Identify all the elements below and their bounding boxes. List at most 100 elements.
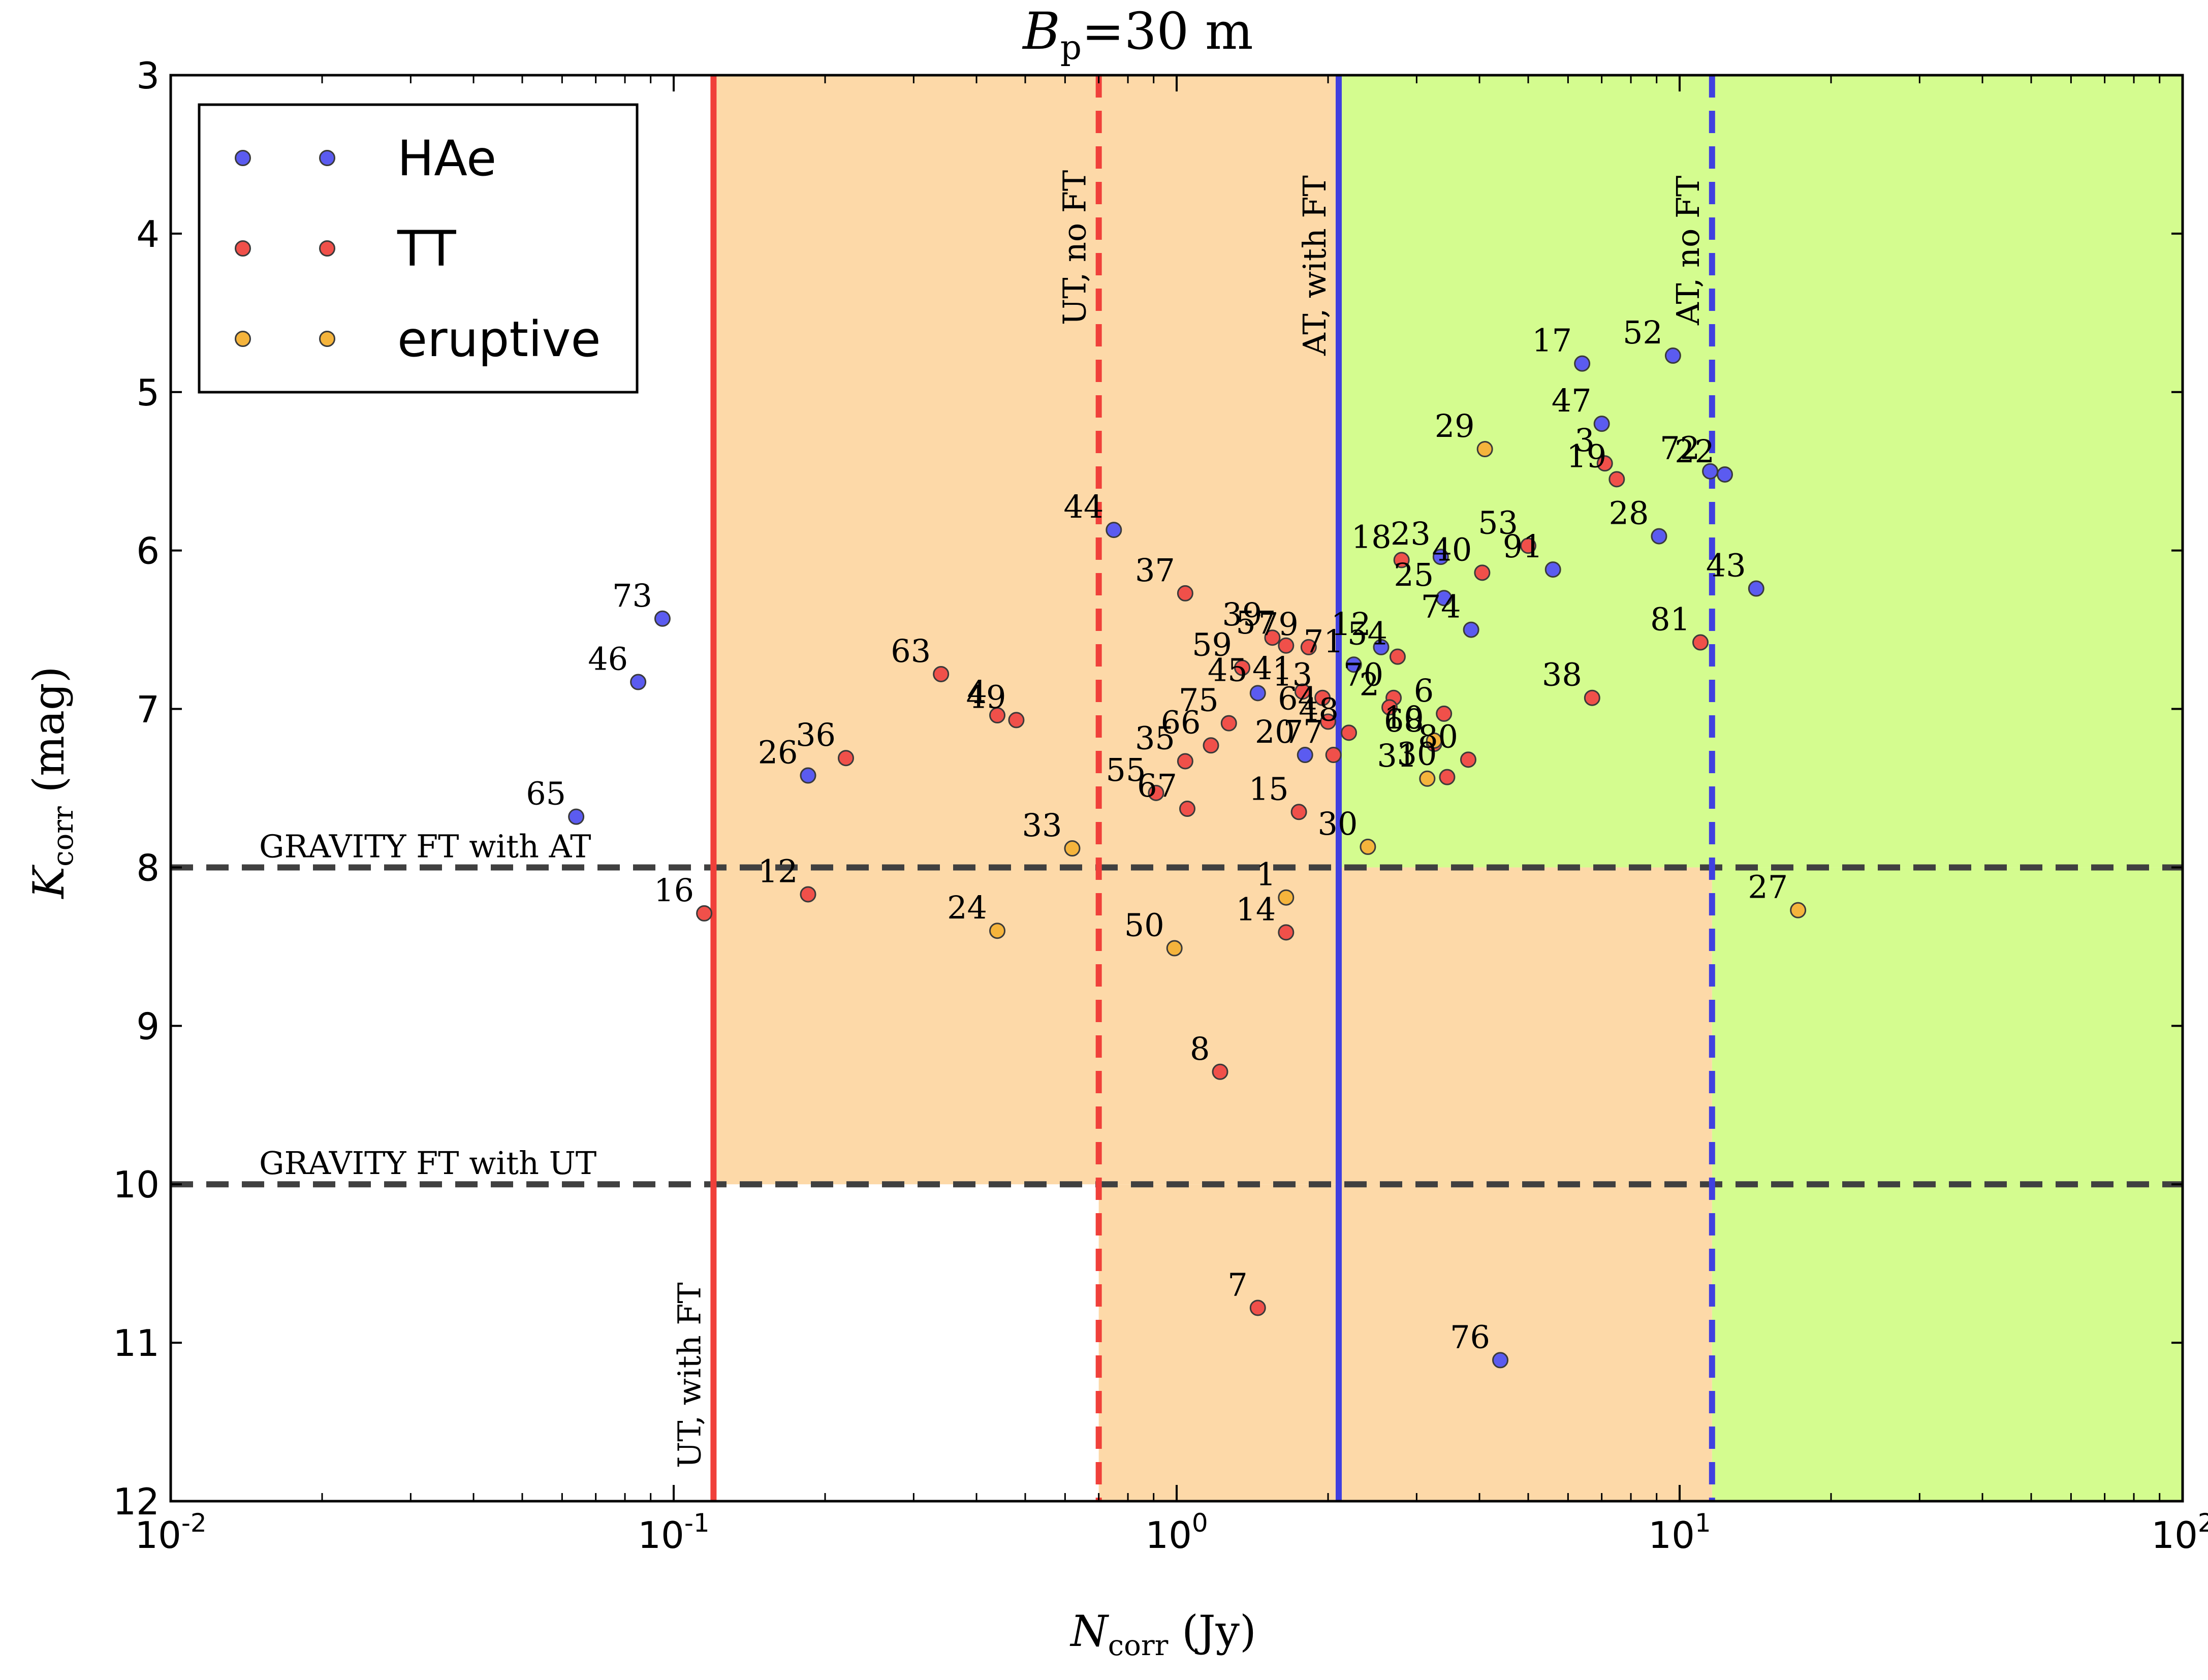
point-label-tt-41: 41: [1252, 650, 1292, 687]
point-label-tt-15: 15: [1249, 770, 1289, 807]
y-tick-label-10: 10: [113, 1163, 160, 1206]
point-label-hae-74: 74: [1421, 588, 1461, 625]
point-label-tt-6: 6: [1414, 672, 1434, 709]
region-orange-1: [713, 75, 1339, 1185]
point-label-hae-26: 26: [758, 734, 798, 771]
point-label-tt-57: 57: [1236, 604, 1276, 641]
x-tick-label--2: 10-2: [135, 1508, 206, 1557]
legend-marker-eruptive-b: [319, 331, 335, 347]
point-hae-23: [1432, 549, 1449, 565]
point-label-hae-65: 65: [526, 775, 566, 812]
point-label-eruptive-31: 31: [1377, 737, 1417, 774]
point-label-tt-39: 39: [1222, 596, 1263, 633]
point-label-tt-2: 2: [1360, 665, 1379, 703]
point-label-eruptive-24: 24: [947, 889, 987, 926]
point-label-eruptive-10: 10: [1384, 699, 1424, 736]
legend-marker-hae-a: [235, 150, 251, 166]
point-tt-30: [1439, 769, 1456, 785]
point-hae-22: [1717, 466, 1733, 483]
point-tt-18: [1393, 552, 1410, 568]
point-label-eruptive-50: 50: [1124, 907, 1164, 944]
point-label-hae-73: 73: [612, 577, 652, 614]
point-label-hae-22: 22: [1675, 433, 1715, 470]
point-label-tt-36: 36: [796, 716, 836, 753]
point-tt-36: [837, 750, 854, 767]
title-variable: B: [1022, 2, 1060, 61]
point-hae-20: [1297, 747, 1313, 764]
point-label-tt-77: 77: [1283, 713, 1323, 750]
point-eruptive-27: [1790, 902, 1807, 918]
point-label-tt-75: 75: [1179, 682, 1219, 719]
x-axis-label-subscript: corr: [1108, 1629, 1169, 1662]
point-tt-55: [1148, 784, 1164, 801]
point-label-hae-76: 76: [1450, 1318, 1490, 1355]
hline-label-ut: GRAVITY FT with UT: [259, 1145, 596, 1182]
point-hae-91: [1544, 561, 1561, 578]
point-tt-2: [1381, 699, 1398, 716]
x-tick-label-0: 100: [1145, 1508, 1208, 1557]
legend-label-eruptive: eruptive: [397, 311, 601, 368]
point-hae-43: [1748, 580, 1764, 597]
vline-label-at-no-ft: AT, no FT: [1669, 176, 1707, 326]
x-axis-label-rest: (Jy): [1168, 1606, 1256, 1656]
vline-label-ut-no-ft: UT, no FT: [1056, 170, 1093, 325]
reference-lines: [171, 75, 2183, 1501]
point-tt-48: [1340, 724, 1357, 741]
point-hae-25: [1436, 590, 1453, 607]
point-hae-17: [1574, 355, 1591, 372]
point-label-hae-44: 44: [1063, 488, 1103, 525]
point-tt-35: [1177, 753, 1193, 770]
point-label-hae-47: 47: [1552, 382, 1592, 419]
point-tt-77: [1325, 747, 1342, 764]
point-label-tt-53: 53: [1478, 504, 1518, 541]
point-label-tt-8: 8: [1190, 1030, 1210, 1067]
point-label-hae-43: 43: [1706, 547, 1746, 584]
point-label-tt-40: 40: [1432, 531, 1472, 568]
point-hae-45: [1249, 685, 1266, 702]
point-label-tt-67: 67: [1137, 767, 1177, 804]
point-hae-71: [1345, 656, 1362, 673]
y-axis-label: Kcorr (mag): [24, 666, 80, 899]
point-label-tt-79: 79: [1258, 606, 1299, 643]
y-axis-label-subscript: corr: [47, 806, 80, 867]
point-tt-53: [1520, 537, 1536, 554]
point-tt-64: [1320, 713, 1337, 730]
point-tt-37: [1177, 585, 1193, 601]
point-hae-26: [800, 767, 816, 784]
point-label-tt-70: 70: [1343, 656, 1383, 693]
point-label-tt-64: 64: [1278, 680, 1318, 717]
legend-marker-tt-a: [235, 240, 251, 257]
point-eruptive-30: [1360, 838, 1376, 855]
point-label-tt-14: 14: [1236, 891, 1276, 928]
point-hae-47: [1593, 416, 1610, 432]
point-tt-13: [1314, 689, 1331, 706]
point-label-tt-37: 37: [1135, 552, 1175, 589]
point-tt-75: [1220, 715, 1237, 732]
point-tt-57: [1278, 637, 1295, 654]
point-label-tt-48: 48: [1299, 691, 1339, 728]
point-label-eruptive-29: 29: [1435, 407, 1475, 445]
title-rest: =30 m: [1082, 2, 1253, 61]
point-eruptive-1: [1278, 889, 1295, 906]
y-tick-label-3: 3: [136, 54, 160, 97]
legend-marker-tt-b: [319, 240, 335, 257]
point-eruptive-29: [1476, 441, 1493, 458]
point-label-tt-49: 49: [966, 678, 1006, 715]
point-label-tt-30: 30: [1397, 736, 1437, 773]
point-label-tt-38: 38: [1542, 656, 1582, 693]
point-hae-52: [1664, 347, 1681, 364]
y-tick-label-4: 4: [136, 213, 160, 256]
point-label-tt-55: 55: [1106, 751, 1146, 788]
point-label-hae-17: 17: [1532, 322, 1572, 359]
point-tt-67: [1179, 801, 1195, 817]
y-axis-label-rest: (mag): [24, 666, 74, 806]
point-tt-49: [1008, 712, 1025, 728]
y-tick-label-11: 11: [113, 1322, 160, 1365]
point-label-hae-45: 45: [1208, 651, 1248, 688]
point-label-hae-28: 28: [1609, 495, 1649, 532]
point-label-hae-52: 52: [1623, 314, 1663, 351]
region-orange-2: [1098, 1184, 1339, 1501]
point-tt-79: [1300, 639, 1317, 655]
